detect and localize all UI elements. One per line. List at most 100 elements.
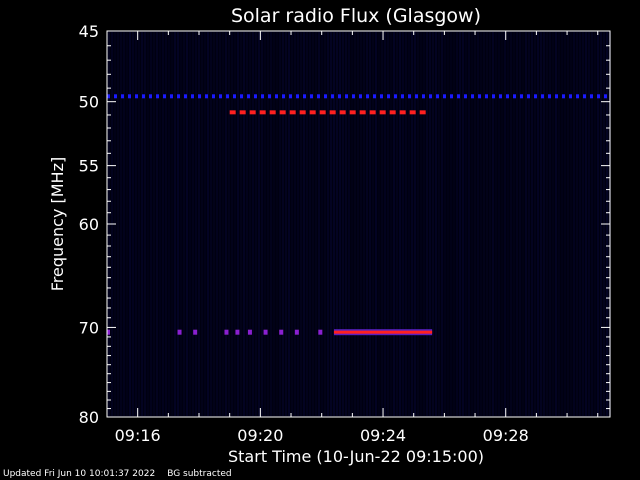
noise-column <box>522 32 524 416</box>
noise-column <box>150 32 152 416</box>
noise-column <box>195 32 197 416</box>
emission-dash <box>366 94 369 99</box>
emission-segment <box>224 329 229 335</box>
emission-segment <box>193 329 198 335</box>
noise-column <box>420 32 422 416</box>
noise-column <box>180 32 182 416</box>
noise-column <box>354 32 356 416</box>
emission-dash <box>229 110 236 115</box>
emission-dash <box>289 110 296 115</box>
y-tick-label: 70 <box>79 318 99 337</box>
noise-column <box>339 32 341 416</box>
noise-column <box>348 32 350 416</box>
noise-column <box>414 32 416 416</box>
noise-column <box>390 32 392 416</box>
noise-column <box>207 32 209 416</box>
emission-dash <box>198 94 201 99</box>
emission-dash <box>443 94 446 99</box>
emission-dash <box>324 94 327 99</box>
noise-column <box>537 32 539 416</box>
emission-dash <box>359 94 362 99</box>
noise-column <box>453 32 455 416</box>
emission-segment <box>235 329 240 335</box>
emission-dash <box>373 94 376 99</box>
noise-column <box>342 32 344 416</box>
emission-dash <box>303 94 306 99</box>
emission-dash <box>289 94 292 99</box>
noise-column <box>405 32 407 416</box>
emission-segment <box>107 329 110 335</box>
noise-column <box>393 32 395 416</box>
y-tick-label: 55 <box>79 157 99 176</box>
emission-dash <box>555 94 558 99</box>
emission-dash <box>352 94 355 99</box>
emission-dash <box>590 94 593 99</box>
noise-column <box>186 32 188 416</box>
noise-column <box>336 32 338 416</box>
noise-column <box>417 32 419 416</box>
noise-column <box>456 32 458 416</box>
emission-dash <box>135 94 138 99</box>
noise-column <box>234 32 236 416</box>
noise-column <box>570 32 572 416</box>
noise-column <box>192 32 194 416</box>
noise-column <box>171 32 173 416</box>
emission-dash <box>191 94 194 99</box>
noise-column <box>297 32 299 416</box>
noise-column <box>351 32 353 416</box>
emission-dash <box>114 94 117 99</box>
noise-column <box>546 32 548 416</box>
emission-dash <box>485 94 488 99</box>
noise-column <box>435 32 437 416</box>
noise-column <box>387 32 389 416</box>
emission-dash <box>269 110 276 115</box>
noise-column <box>399 32 401 416</box>
noise-column <box>183 32 185 416</box>
noise-column <box>258 32 260 416</box>
emission-dash <box>562 94 565 99</box>
noise-column <box>189 32 191 416</box>
noise-column <box>366 32 368 416</box>
noise-column <box>237 32 239 416</box>
x-axis: 09:16 09:20 09:24 09:28 <box>106 31 599 445</box>
noise-column <box>459 32 461 416</box>
noise-column <box>279 32 281 416</box>
emission-dash <box>163 94 166 99</box>
emission-dash <box>369 110 376 115</box>
noise-column <box>510 32 512 416</box>
noise-column <box>123 32 125 416</box>
emission-dash <box>240 94 243 99</box>
emission-dash <box>345 94 348 99</box>
noise-column <box>552 32 554 416</box>
noise-column <box>423 32 425 416</box>
noise-column <box>327 32 329 416</box>
noise-column <box>504 32 506 416</box>
emission-dash <box>604 94 607 99</box>
emission-dash <box>331 94 334 99</box>
y-tick-label: 45 <box>79 22 99 41</box>
emission-dash <box>107 94 110 99</box>
emission-dash <box>149 94 152 99</box>
emission-dash <box>548 94 551 99</box>
x-tick-label: 09:24 <box>360 426 406 445</box>
emission-dash <box>279 110 286 115</box>
noise-column <box>246 32 248 416</box>
footer: Updated Fri Jun 10 10:01:37 2022 BG subtr… <box>3 469 244 479</box>
noise-column <box>156 32 158 416</box>
emission-dash <box>541 94 544 99</box>
emission-dash <box>457 94 460 99</box>
x-axis-label: Start Time (10-Jun-22 09:15:00) <box>228 447 484 466</box>
noise-column <box>498 32 500 416</box>
noise-column <box>225 32 227 416</box>
noise-column <box>555 32 557 416</box>
noise-column <box>495 32 497 416</box>
noise-column <box>396 32 398 416</box>
noise-column <box>564 32 566 416</box>
emission-dash <box>520 94 523 99</box>
emission-segment <box>177 329 182 335</box>
noise-column <box>135 32 137 416</box>
noise-column <box>441 32 443 416</box>
noise-column <box>204 32 206 416</box>
emission-dash <box>419 110 426 115</box>
noise-column <box>561 32 563 416</box>
